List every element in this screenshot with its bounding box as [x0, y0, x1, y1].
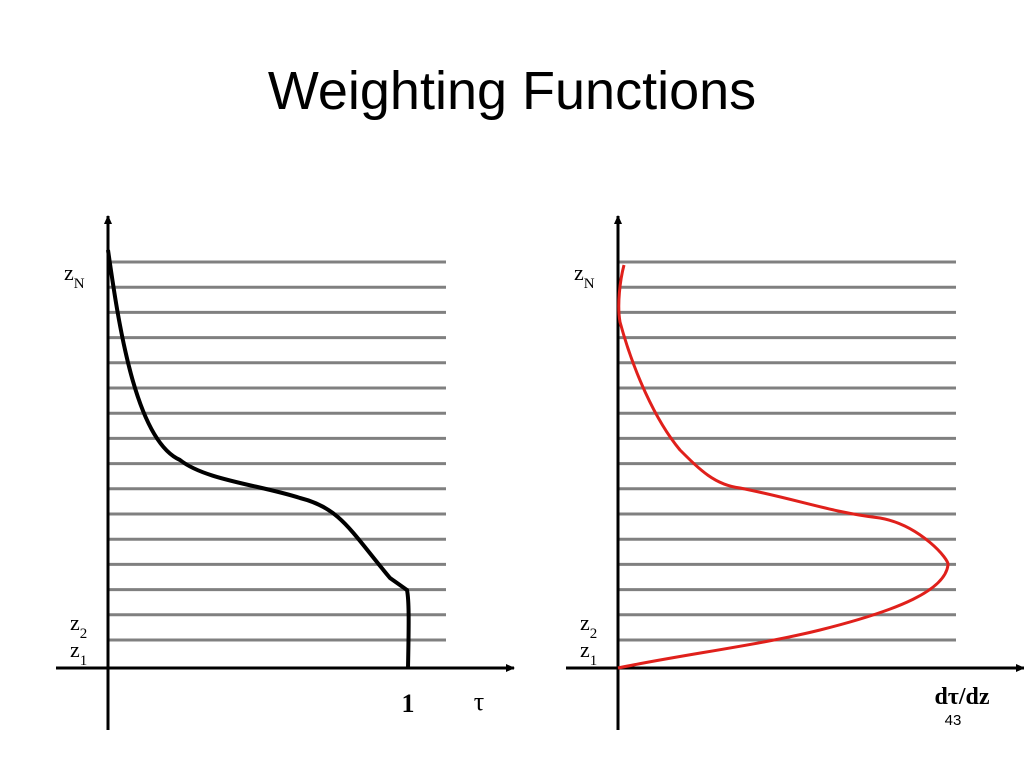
right-z2-label: z2: [580, 610, 597, 642]
left-panel: zN z2 z1 1 τ: [56, 215, 515, 730]
left-z1-label: z1: [70, 637, 87, 669]
right-x-axis-label: dτ/dz: [934, 684, 989, 710]
slide-title: Weighting Functions: [267, 61, 757, 121]
weighting-function-curve: [617, 264, 950, 670]
left-x-axis-label: τ: [474, 687, 484, 716]
left-gridlines: [108, 260, 446, 642]
right-z1-label: z1: [580, 637, 597, 669]
left-x-tick-label: 1: [402, 689, 415, 718]
right-panel: zN z2 z1 dτ/dz: [566, 215, 1024, 730]
left-zN-label: zN: [64, 260, 85, 292]
transmittance-curve: [106, 249, 411, 669]
right-gridlines: [618, 260, 956, 642]
page-number: 43: [944, 712, 962, 729]
right-zN-label: zN: [574, 260, 595, 292]
left-z2-label: z2: [70, 610, 87, 642]
